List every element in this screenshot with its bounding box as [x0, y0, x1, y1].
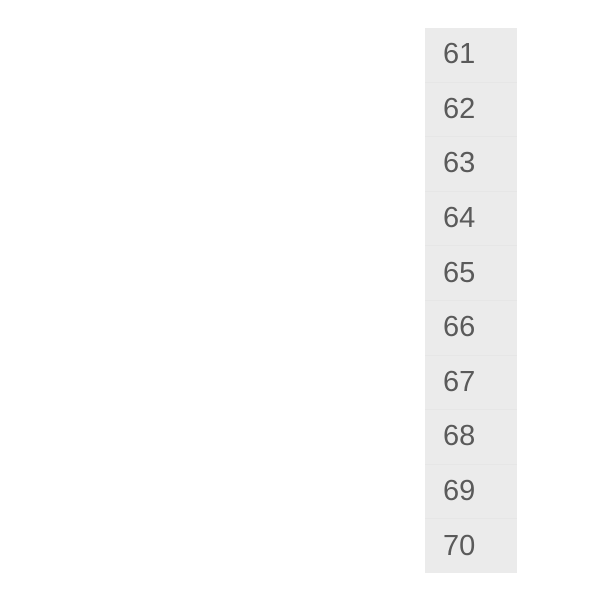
label-cell: 66 [425, 301, 517, 356]
label-number: 63 [443, 149, 475, 178]
label-number: 66 [443, 313, 475, 342]
label-number: 67 [443, 368, 475, 397]
label-cell: 61 [425, 28, 517, 83]
label-cell: 68 [425, 410, 517, 465]
label-cell: 65 [425, 246, 517, 301]
label-number: 65 [443, 259, 475, 288]
label-number: 62 [443, 95, 475, 124]
label-cell: 64 [425, 192, 517, 247]
label-cell: 62 [425, 83, 517, 138]
label-number: 68 [443, 422, 475, 451]
terminal-label-strip: 61 62 63 64 65 66 67 68 69 70 [425, 28, 517, 573]
label-number: 64 [443, 204, 475, 233]
label-cell: 69 [425, 465, 517, 520]
label-number: 70 [443, 532, 475, 561]
label-cell: 63 [425, 137, 517, 192]
label-number: 61 [443, 40, 475, 69]
label-number: 69 [443, 477, 475, 506]
label-cell: 67 [425, 356, 517, 411]
label-cell: 70 [425, 519, 517, 573]
